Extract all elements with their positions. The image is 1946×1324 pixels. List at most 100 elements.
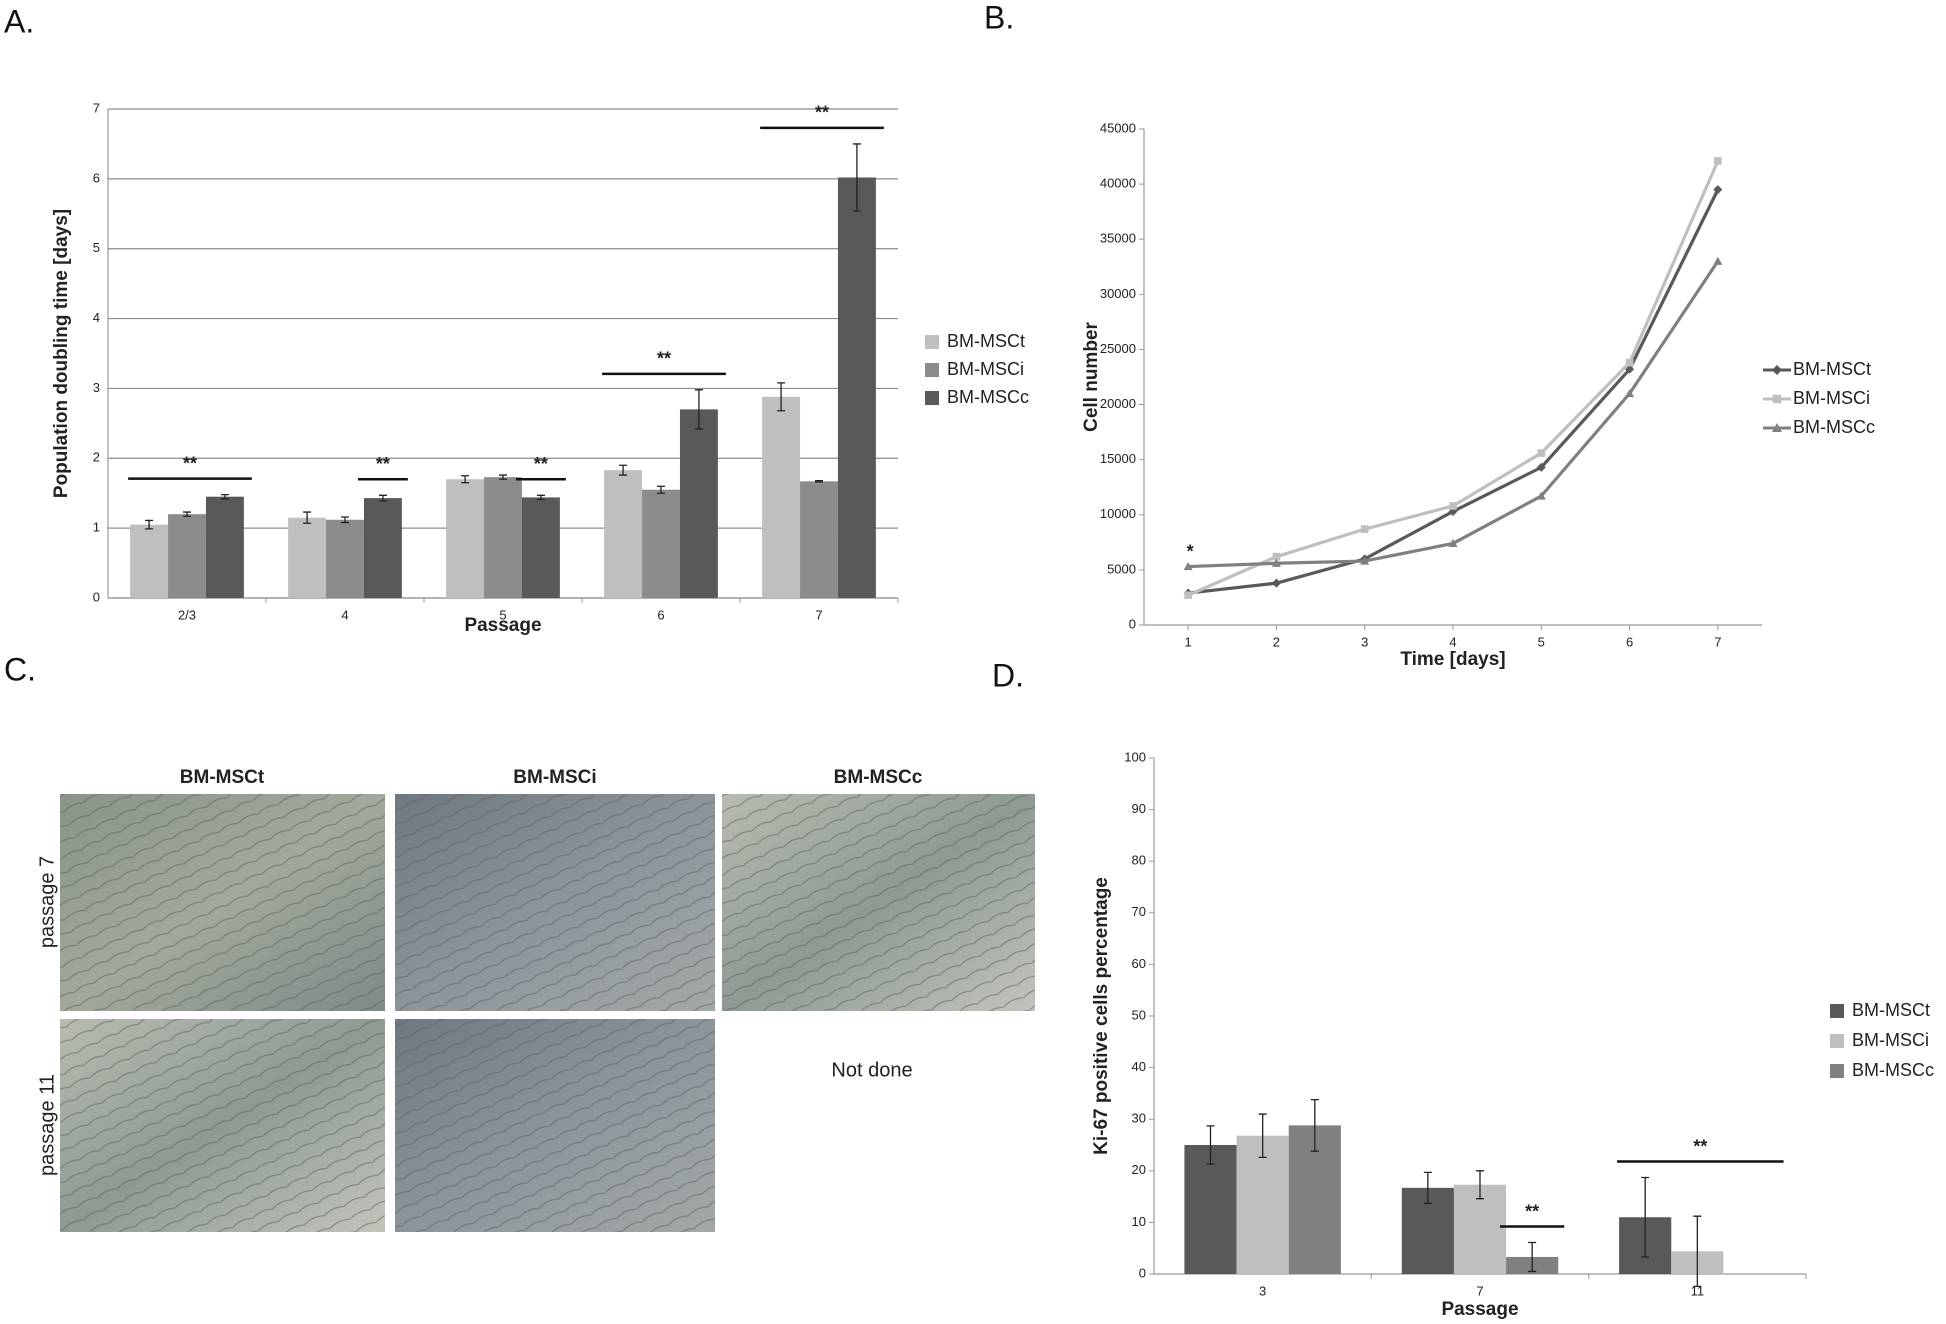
error-bar (461, 475, 470, 484)
row-label: passage 7 (36, 856, 58, 948)
y-axis-label: Ki-67 positive cells percentage (1091, 877, 1112, 1155)
legend-label: BM-MSCc (947, 387, 1029, 407)
marker (1271, 578, 1281, 588)
y-tick-label: 0 (1139, 1265, 1146, 1280)
y-tick-label: 90 (1132, 801, 1146, 816)
significance-label: ** (815, 103, 829, 123)
legend-marker (1772, 394, 1782, 404)
bar (484, 477, 522, 598)
error-bar (815, 479, 823, 483)
error-bar (145, 519, 154, 530)
x-tick-label: 1 (1185, 634, 1192, 649)
bar (837, 177, 876, 598)
legend-label: BM-MSCc (1793, 417, 1875, 437)
marker (1272, 552, 1281, 561)
y-tick-label: 10 (1132, 1214, 1146, 1229)
x-tick-label: 6 (657, 607, 664, 622)
marker (1714, 157, 1722, 165)
y-tick-label: 0 (1129, 616, 1136, 631)
legend-swatch (925, 391, 939, 405)
legend-swatch (925, 335, 939, 349)
y-axis-label: Population doubling time [days] (51, 209, 72, 498)
y-tick-label: 30000 (1100, 286, 1136, 301)
legend-label: BM-MSCi (1852, 1030, 1929, 1050)
error-bar (1641, 1176, 1650, 1258)
y-tick-label: 50 (1132, 1007, 1146, 1022)
panel-label: C. (4, 651, 36, 687)
error-bar (1423, 1171, 1432, 1204)
error-bar (1528, 1241, 1537, 1273)
y-tick-label: 6 (93, 170, 100, 185)
y-tick-label: 20000 (1100, 396, 1136, 411)
y-tick-label: 5000 (1107, 561, 1136, 576)
significance-label: ** (376, 454, 390, 474)
error-bar (220, 493, 229, 500)
marker (1625, 358, 1634, 367)
error-bar (378, 494, 387, 502)
error-bar (1206, 1125, 1215, 1165)
y-tick-label: 20 (1132, 1162, 1146, 1177)
bar (205, 496, 244, 598)
y-tick-label: 70 (1132, 904, 1146, 919)
significance-label: ** (183, 453, 197, 473)
x-tick-label: 2 (1273, 634, 1280, 649)
y-tick-label: 80 (1132, 853, 1146, 868)
error-bar (183, 511, 191, 517)
bar (1236, 1135, 1289, 1274)
micrographs (60, 794, 1035, 1232)
bar (168, 514, 206, 598)
x-tick-label: 7 (815, 607, 822, 622)
legend-label: BM-MSCc (1852, 1060, 1934, 1080)
x-axis-label: Passage (464, 615, 541, 636)
significance-label: ** (534, 454, 548, 474)
y-tick-label: 2 (93, 450, 100, 465)
y-tick-label: 3 (93, 380, 100, 395)
marker (1536, 462, 1546, 472)
x-tick-label: 5 (499, 607, 506, 622)
y-tick-label: 30 (1132, 1111, 1146, 1126)
bar (326, 519, 364, 598)
bar (604, 470, 643, 598)
y-tick-label: 40000 (1100, 176, 1136, 191)
row-label: passage 11 (36, 1074, 58, 1176)
not-done-note: Not done (831, 1059, 912, 1081)
panel-label: D. (992, 657, 1024, 693)
y-tick-label: 35000 (1100, 231, 1136, 246)
bar (521, 497, 560, 598)
error-bar (536, 494, 545, 501)
bar (288, 517, 327, 598)
y-axis-label: Cell number (1081, 322, 1102, 432)
micrograph-texture (395, 794, 715, 1011)
x-tick-label: 11 (1691, 1283, 1705, 1298)
bar (1453, 1184, 1507, 1274)
error-bar (694, 389, 703, 430)
x-axis-label: Passage (1441, 1299, 1518, 1320)
x-tick-label: 5 (1538, 634, 1545, 649)
legend-swatch (1830, 1034, 1844, 1048)
marker (1183, 562, 1193, 571)
panel-label: A. (4, 3, 34, 39)
y-tick-label: 45000 (1100, 120, 1136, 135)
significance-label: ** (1693, 1136, 1707, 1156)
significance-label: * (1187, 541, 1194, 561)
bar (446, 479, 485, 598)
bar (679, 409, 718, 598)
x-tick-label: 4 (1449, 634, 1456, 649)
legend-marker (1772, 365, 1782, 375)
x-tick-label: 3 (1361, 634, 1368, 649)
y-tick-label: 40 (1132, 1059, 1146, 1074)
bar (130, 524, 169, 598)
legend-label: BM-MSCt (1852, 1000, 1930, 1020)
error-bar (852, 143, 861, 212)
significance-label: ** (1525, 1201, 1539, 1221)
marker (1713, 256, 1723, 265)
y-tick-label: 60 (1132, 956, 1146, 971)
x-tick-label: 4 (341, 607, 348, 622)
column-header: BM-MSCi (513, 767, 596, 788)
error-bar (1310, 1098, 1319, 1152)
marker (1360, 556, 1370, 565)
marker (1184, 591, 1192, 600)
error-bar (1476, 1170, 1484, 1200)
error-bar (303, 511, 312, 524)
